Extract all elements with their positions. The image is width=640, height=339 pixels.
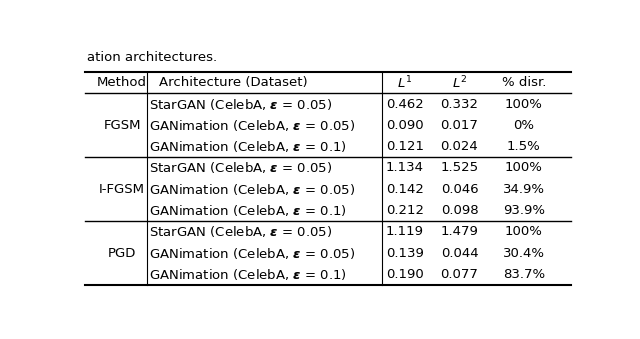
Text: 0.332: 0.332 [440,98,479,111]
Text: 1.5%: 1.5% [507,140,541,153]
Text: Architecture (Dataset): Architecture (Dataset) [159,76,308,89]
Text: 0.139: 0.139 [386,246,424,260]
Text: GANimation (CelebA, $\boldsymbol{\epsilon}$ = 0.1): GANimation (CelebA, $\boldsymbol{\epsilo… [150,139,348,154]
Text: 83.7%: 83.7% [503,268,545,281]
Text: I-FGSM: I-FGSM [99,183,145,196]
Text: PGD: PGD [108,246,136,260]
Text: 0.142: 0.142 [386,183,424,196]
Text: 0.121: 0.121 [386,140,424,153]
Text: 0.090: 0.090 [386,119,424,132]
Text: GANimation (CelebA, $\boldsymbol{\epsilon}$ = 0.05): GANimation (CelebA, $\boldsymbol{\epsilo… [150,182,356,197]
Text: GANimation (CelebA, $\boldsymbol{\epsilon}$ = 0.1): GANimation (CelebA, $\boldsymbol{\epsilo… [150,267,348,282]
Text: 0.046: 0.046 [440,183,478,196]
Text: 0.077: 0.077 [440,268,478,281]
Text: 0.462: 0.462 [386,98,424,111]
Text: Method: Method [97,76,147,89]
Text: 0%: 0% [513,119,534,132]
Text: 0.044: 0.044 [440,246,478,260]
Text: GANimation (CelebA, $\boldsymbol{\epsilon}$ = 0.1): GANimation (CelebA, $\boldsymbol{\epsilo… [150,203,348,218]
Text: $L^2$: $L^2$ [452,75,467,91]
Text: 0.098: 0.098 [440,204,478,217]
Text: StarGAN (CelebA, $\boldsymbol{\epsilon}$ = 0.05): StarGAN (CelebA, $\boldsymbol{\epsilon}$… [150,224,333,239]
Text: 100%: 100% [505,161,543,174]
Text: 0.190: 0.190 [386,268,424,281]
Text: ation architectures.: ation architectures. [88,51,218,64]
Text: StarGAN (CelebA, $\boldsymbol{\epsilon}$ = 0.05): StarGAN (CelebA, $\boldsymbol{\epsilon}$… [150,97,333,112]
Text: 1.525: 1.525 [440,161,479,174]
Text: StarGAN (CelebA, $\boldsymbol{\epsilon}$ = 0.05): StarGAN (CelebA, $\boldsymbol{\epsilon}$… [150,160,333,175]
Text: 30.4%: 30.4% [503,246,545,260]
Text: FGSM: FGSM [104,119,141,132]
Text: GANimation (CelebA, $\boldsymbol{\epsilon}$ = 0.05): GANimation (CelebA, $\boldsymbol{\epsilo… [150,245,356,261]
Text: 0.212: 0.212 [386,204,424,217]
Text: 1.479: 1.479 [440,225,478,238]
Text: 100%: 100% [505,98,543,111]
Text: 1.134: 1.134 [386,161,424,174]
Text: 1.119: 1.119 [386,225,424,238]
Text: 0.017: 0.017 [440,119,478,132]
Text: 0.024: 0.024 [440,140,478,153]
Text: % disr.: % disr. [502,76,546,89]
Text: 100%: 100% [505,225,543,238]
Text: 34.9%: 34.9% [503,183,545,196]
Text: $L^1$: $L^1$ [397,75,413,91]
Text: 93.9%: 93.9% [503,204,545,217]
Text: GANimation (CelebA, $\boldsymbol{\epsilon}$ = 0.05): GANimation (CelebA, $\boldsymbol{\epsilo… [150,118,356,133]
